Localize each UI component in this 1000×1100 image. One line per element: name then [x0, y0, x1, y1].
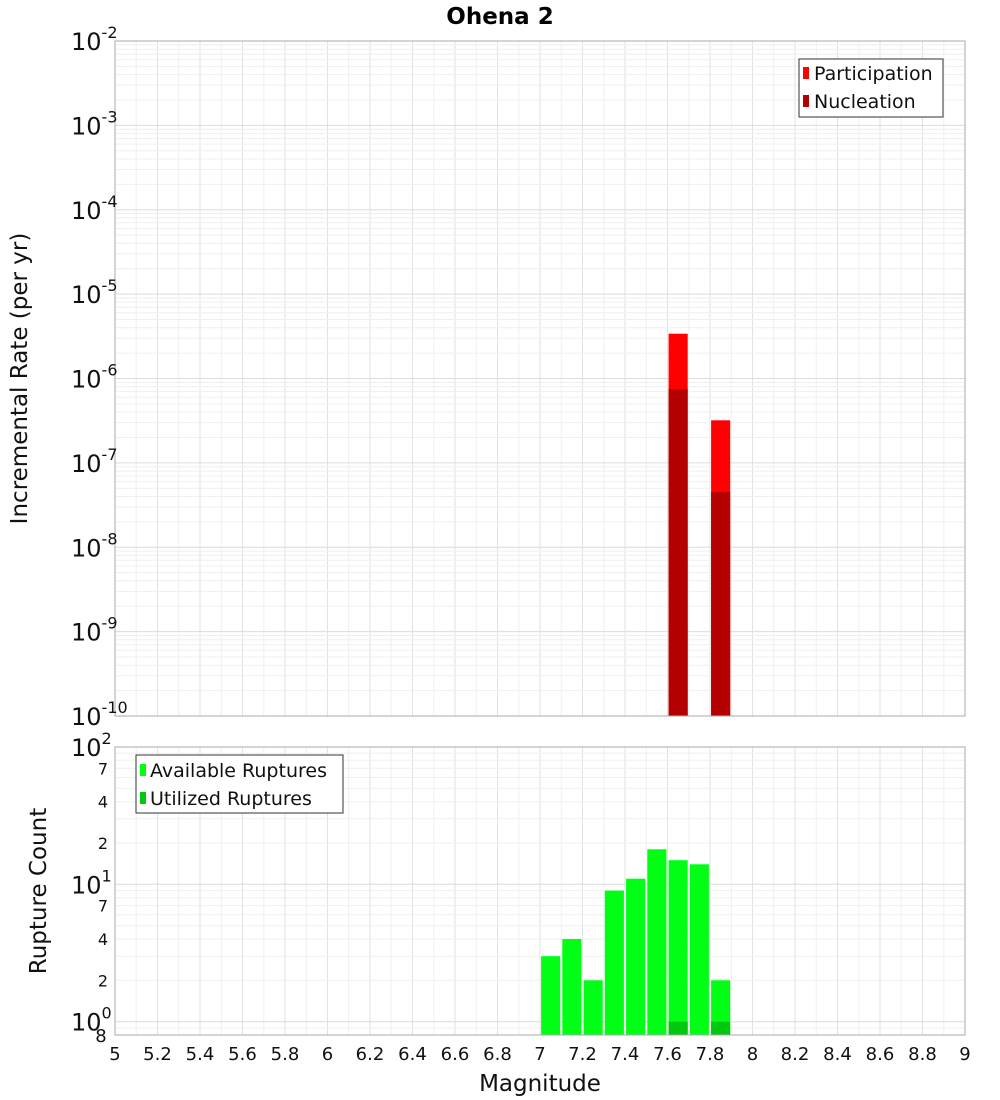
x-tick-label: 7.8: [696, 1044, 725, 1065]
x-tick-label: 7.6: [653, 1044, 682, 1065]
y-minor-tick-label: 2: [98, 971, 108, 990]
x-tick-label: 7.2: [568, 1044, 597, 1065]
available-ruptures-bar: [689, 864, 709, 1035]
y-tick-label: 10-8: [71, 529, 118, 562]
x-tick-label: 5.4: [186, 1044, 215, 1065]
available-ruptures-bar: [668, 860, 688, 1035]
y-tick-label: 101: [71, 866, 112, 899]
x-tick-label: 8.2: [781, 1044, 810, 1065]
x-tick-label: 5.2: [143, 1044, 172, 1065]
x-tick-label: 5: [109, 1044, 120, 1065]
x-tick-label: 7: [534, 1044, 545, 1065]
y-minor-tick-label: 4: [98, 793, 108, 812]
available-ruptures-bar: [626, 878, 646, 1035]
x-tick-label: 6.2: [356, 1044, 385, 1065]
x-tick-label: 8.6: [866, 1044, 895, 1065]
legend-box: [135, 754, 344, 814]
legend-swatch: [803, 95, 809, 107]
legend-bottom: Available Ruptures Utilized Ruptures: [135, 754, 344, 814]
y-tick-label: 10-9: [71, 614, 118, 647]
legend-label: Utilized Ruptures: [150, 788, 312, 810]
x-tick-label: 6.8: [483, 1044, 512, 1065]
x-tick-label: 5.8: [271, 1044, 300, 1065]
y-tick-label: 10-3: [71, 107, 118, 140]
y-tick-label: 10-5: [71, 276, 118, 309]
available-ruptures-bar: [583, 980, 603, 1035]
x-tick-label: 8.8: [908, 1044, 937, 1065]
x-tick-label: 8.4: [823, 1044, 852, 1065]
y-minor-tick-label: 7: [98, 759, 108, 778]
y-tick-label: 10-6: [71, 361, 118, 394]
legend-box: [798, 58, 944, 118]
available-ruptures-bar: [562, 939, 582, 1035]
available-ruptures-bar: [541, 956, 561, 1035]
available-ruptures-bar: [647, 849, 667, 1035]
y-tick-label: 10-4: [71, 192, 118, 225]
y-minor-tick-label: 2: [98, 834, 108, 853]
nucleation-bar: [668, 389, 688, 716]
available-ruptures-bar: [604, 890, 624, 1035]
x-tick-label: 5.6: [228, 1044, 257, 1065]
legend-swatch: [140, 764, 146, 776]
chart-title: Ohena 2: [446, 4, 553, 30]
available-ruptures-bar: [711, 980, 731, 1035]
x-tick-label: 7.4: [611, 1044, 640, 1065]
x-axis-title: Magnitude: [479, 1071, 601, 1097]
legend-swatch: [803, 67, 809, 79]
y-axis-title: Incremental Rate (per yr): [7, 233, 33, 525]
x-tick-label: 6: [322, 1044, 333, 1065]
y-tick-label: 10-7: [71, 445, 118, 478]
x-tick-label: 6.4: [398, 1044, 427, 1065]
incremental-rate-plot: 10-10 10-9 10-8 10-7 10-6 10-5 10-4 10-3 10-2 Inc…: [7, 23, 966, 731]
x-tick-label: 9: [959, 1044, 970, 1065]
plot-border: [114, 746, 966, 1036]
x-tick-label: 8: [747, 1044, 758, 1065]
y-axis-title: Rupture Count: [26, 808, 52, 974]
y-bottom-tick-label: 8: [95, 1026, 106, 1047]
legend-label: Nucleation: [814, 91, 916, 113]
y-minor-tick-label: 7: [98, 897, 108, 916]
legend-label: Available Ruptures: [150, 760, 327, 782]
y-tick-label: 102: [71, 729, 112, 762]
plot-border: [114, 40, 966, 717]
nucleation-bar: [711, 492, 731, 716]
y-minor-tick-label: 4: [98, 930, 108, 949]
legend-top: Participation Nucleation: [798, 58, 944, 118]
legend-swatch: [140, 792, 146, 804]
y-tick-label: 10-10: [71, 698, 128, 731]
x-tick-label: 6.6: [441, 1044, 470, 1065]
legend-label: Participation: [814, 63, 933, 85]
y-tick-label: 100: [71, 1004, 112, 1037]
y-tick-label: 10-2: [71, 23, 118, 56]
utilized-ruptures-bar: [711, 1021, 731, 1035]
utilized-ruptures-bar: [668, 1021, 688, 1035]
